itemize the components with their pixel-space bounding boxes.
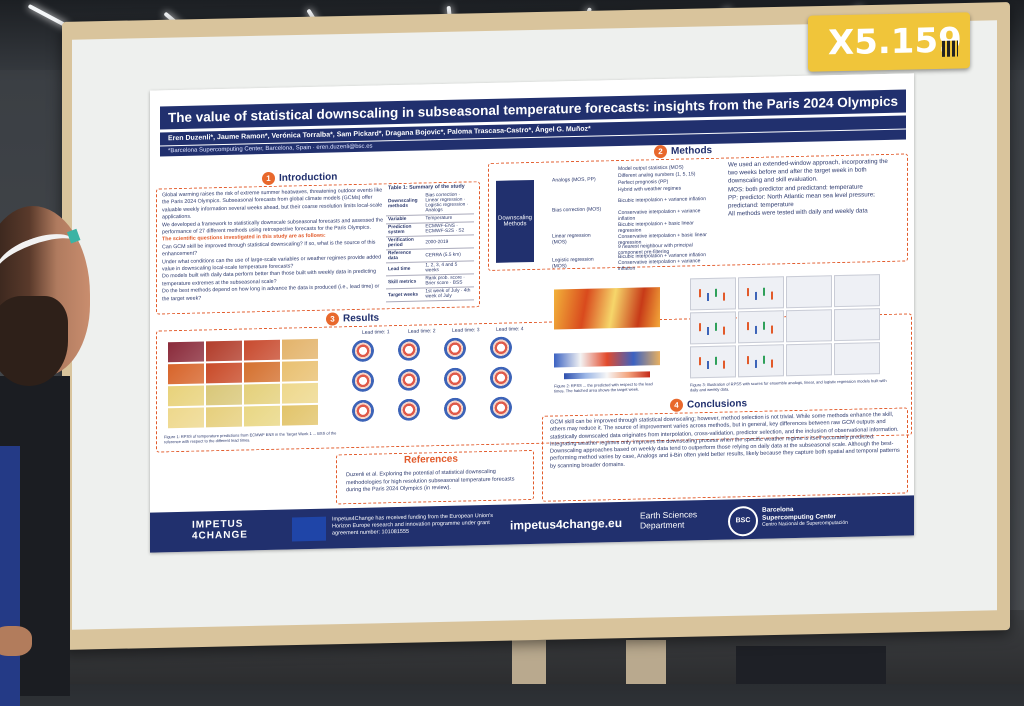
heatmap-panel bbox=[282, 360, 318, 382]
method-group-logistic-regression: Logistic regression (MOS) bbox=[552, 256, 594, 270]
heatmap-panel bbox=[206, 362, 242, 384]
booth-number-tag: X5.159 bbox=[808, 12, 970, 72]
visitor-legs bbox=[512, 640, 546, 684]
scientific-poster: The value of statistical downscaling in … bbox=[150, 73, 914, 553]
method-group-linear-regression: Linear regression (MOS) bbox=[552, 232, 591, 246]
heatmap-panel bbox=[244, 339, 280, 361]
heatmap-panel bbox=[168, 363, 204, 385]
table-row: Downscaling methods Bias correction · Lin… bbox=[386, 191, 474, 216]
references-text: Duzenli et al. Exploring the potential o… bbox=[346, 468, 515, 494]
summary-table: Downscaling methods Bias correction · Lin… bbox=[386, 191, 474, 302]
references-heading: References bbox=[404, 453, 458, 466]
results-heading: 3 Results bbox=[326, 311, 380, 326]
bsc-name: Barcelona Supercomputing Center Centro N… bbox=[762, 506, 848, 528]
visitor-shirt bbox=[0, 446, 20, 706]
skill-score-panel bbox=[834, 274, 880, 308]
section-number: 2 bbox=[654, 144, 667, 159]
lead-time-label: Lead time: 3 bbox=[452, 327, 480, 334]
section-number: 3 bbox=[326, 312, 339, 326]
section-title: Conclusions bbox=[687, 398, 748, 411]
heatmap-panel bbox=[206, 340, 242, 362]
skill-score-panel bbox=[738, 344, 784, 378]
lead-time-label: Lead time: 4 bbox=[496, 326, 524, 333]
section-title: Introduction bbox=[279, 171, 338, 184]
method-group-analogs: Analogs (MOS, PP) bbox=[552, 176, 596, 184]
visitor-hand bbox=[0, 626, 32, 656]
section-title: Methods bbox=[671, 145, 713, 157]
visitor-legs bbox=[626, 640, 666, 684]
section-number: 4 bbox=[670, 398, 683, 412]
heatmap-panel bbox=[168, 341, 204, 363]
qr-code-icon bbox=[942, 40, 958, 57]
skill-score-panel bbox=[786, 275, 832, 309]
downscaling-methods-box: Downscaling Methods bbox=[496, 179, 534, 263]
skill-score-panel bbox=[738, 276, 784, 310]
methods-notes: We used an extended-window approach, inc… bbox=[728, 158, 898, 219]
skill-score-panel bbox=[786, 309, 832, 343]
heatmap-panel bbox=[244, 405, 280, 427]
heatmap-panel bbox=[206, 406, 242, 428]
skill-score-panel bbox=[690, 311, 736, 345]
conclusions-text: GCM skill can be improved through statis… bbox=[550, 412, 900, 471]
heatmap-panel bbox=[282, 338, 318, 360]
skill-score-panel bbox=[786, 343, 832, 377]
bsc-logo-icon: BSC bbox=[728, 505, 758, 537]
visitor-beard bbox=[0, 296, 68, 386]
skill-score-panel bbox=[834, 308, 880, 342]
visitor-legs bbox=[736, 646, 886, 684]
visitor-person bbox=[0, 206, 110, 706]
skill-score-panel bbox=[738, 310, 784, 344]
heatmap-panel bbox=[206, 384, 242, 406]
impetus4change-logo: IMPETUS 4CHANGE bbox=[192, 518, 248, 542]
section-number: 1 bbox=[262, 171, 275, 186]
anomaly-strip bbox=[554, 351, 660, 368]
method-item: Conservative interpolation + variance in… bbox=[618, 258, 701, 273]
skill-score-panel bbox=[690, 277, 736, 311]
section-title: Results bbox=[343, 312, 380, 325]
department-name: Earth Sciences Department bbox=[640, 509, 698, 531]
funding-statement: Impetus4Change has received funding from… bbox=[332, 512, 493, 537]
table-row: Target weeks 1st week of July · 4th week … bbox=[386, 286, 474, 302]
project-website: impetus4change.eu bbox=[510, 515, 623, 533]
heatmap-panel bbox=[244, 361, 280, 383]
eu-flag-icon bbox=[292, 516, 326, 542]
lead-time-label: Lead time: 1 bbox=[362, 329, 390, 336]
heatmap-panel bbox=[282, 382, 318, 404]
intro-text: Global warming raises the risk of extrem… bbox=[162, 187, 384, 303]
heatmap-panel bbox=[168, 385, 204, 407]
skill-score-panel bbox=[690, 345, 736, 379]
method-group-bias-correction: Bias correction (MOS) bbox=[552, 206, 602, 214]
methods-heading: 2 Methods bbox=[654, 144, 713, 159]
heatmap-panel bbox=[168, 407, 204, 429]
conclusions-heading: 4 Conclusions bbox=[670, 397, 747, 412]
lead-time-label: Lead time: 2 bbox=[408, 328, 436, 335]
introduction-heading: 1 Introduction bbox=[262, 170, 338, 186]
heatmap-panel bbox=[244, 383, 280, 405]
heatmap-panel bbox=[282, 404, 318, 426]
france-temperature-map bbox=[554, 287, 660, 330]
skill-score-panel bbox=[834, 342, 880, 376]
